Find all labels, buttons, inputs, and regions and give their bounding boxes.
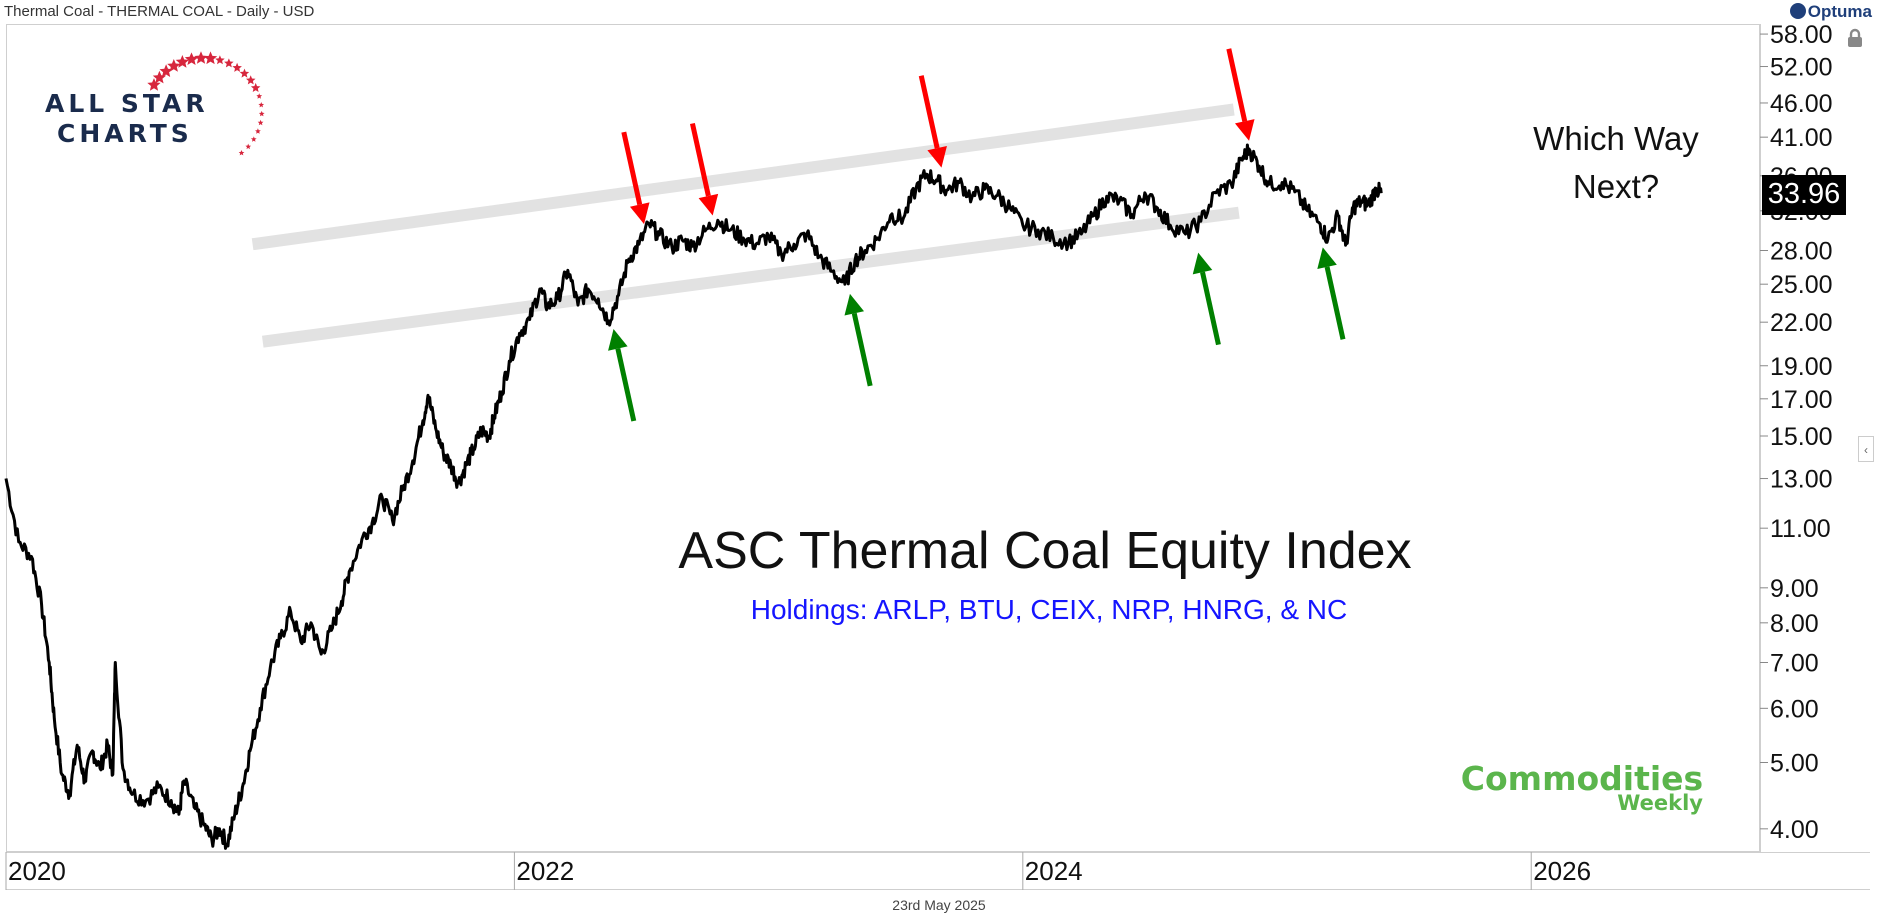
logo-stars <box>147 51 265 156</box>
chart-title: ASC Thermal Coal Equity Index <box>678 522 1411 580</box>
y-tick-label: 19.00 <box>1770 353 1833 381</box>
logo-line-2: CHARTS <box>57 119 193 148</box>
logo-star-icon <box>238 150 245 156</box>
y-tick-label: 22.00 <box>1770 309 1833 337</box>
chart-subtitle: Holdings: ARLP, BTU, CEIX, NRP, HNRG, & … <box>751 594 1348 625</box>
logo-star-icon <box>246 75 256 85</box>
chart-header: Thermal Coal - THERMAL COAL - Daily - US… <box>0 0 1878 24</box>
green-up-arrow <box>608 329 637 422</box>
last-price-box <box>1762 175 1846 215</box>
footer-date: 23rd May 2025 <box>892 897 986 913</box>
y-tick-label: 58.00 <box>1770 21 1833 49</box>
logo-star-icon <box>184 52 199 65</box>
y-tick-label: 13.00 <box>1770 466 1833 494</box>
watermark-title: Commodities <box>1461 759 1703 798</box>
logo-star-icon <box>257 119 264 126</box>
plot-area[interactable] <box>6 24 1760 852</box>
annotation-line-2: Next? <box>1573 168 1659 205</box>
logo-star-icon <box>167 59 181 72</box>
logo-star-icon <box>258 102 265 108</box>
annotation-line-1: Which Way <box>1533 120 1699 157</box>
logo-line-1: ALL STAR <box>45 89 209 118</box>
y-tick-label: 46.00 <box>1770 90 1833 118</box>
logo-star-icon <box>215 55 225 65</box>
watermark-subtitle: Weekly <box>1617 791 1703 815</box>
y-tick-label: 52.00 <box>1770 54 1833 82</box>
logo-star-icon <box>250 82 261 92</box>
x-axis-ticks: 2020 2022 2024 2026 <box>5 852 1591 890</box>
y-tick-label: 8.00 <box>1770 610 1819 638</box>
logo-star-icon <box>256 93 263 99</box>
price-series-line <box>4 143 1383 850</box>
red-down-arrow <box>690 122 719 216</box>
y-tick-label: 4.00 <box>1770 816 1819 844</box>
x-tick-label: 2022 <box>516 856 574 886</box>
logo-star-icon <box>245 143 252 150</box>
support-trendline <box>261 206 1240 348</box>
optuma-brand-label: Optuma <box>1807 2 1872 21</box>
logo-star-icon <box>258 110 265 117</box>
x-tick-label: 2020 <box>8 856 66 886</box>
optuma-brand: Optuma <box>1789 2 1872 22</box>
y-tick-label: 6.00 <box>1770 695 1819 723</box>
price-axis[interactable] <box>1760 24 1871 852</box>
logo-star-icon <box>175 55 189 68</box>
y-tick-label: 28.00 <box>1770 238 1833 266</box>
y-tick-label: 5.00 <box>1770 750 1819 778</box>
y-tick-label: 11.00 <box>1770 515 1831 543</box>
red-down-arrow <box>621 131 650 225</box>
logo-star-icon <box>147 78 161 91</box>
logo-star-icon <box>224 58 234 68</box>
last-price-marker: 33.96 <box>1762 175 1846 215</box>
resistance-trendline <box>251 103 1235 251</box>
y-tick-label: 9.00 <box>1770 575 1819 603</box>
last-price-value: 33.96 <box>1768 178 1841 210</box>
red-down-arrow <box>1226 48 1255 141</box>
lock-icon[interactable] <box>1846 28 1864 48</box>
y-tick-label: 7.00 <box>1770 650 1819 678</box>
logo-star-icon <box>232 62 242 72</box>
y-tick-label: 25.00 <box>1770 271 1833 299</box>
logo-star-icon <box>250 136 257 142</box>
logo-star-icon <box>255 128 261 134</box>
x-tick-label: 2026 <box>1533 856 1591 886</box>
collapse-panel-button[interactable]: ‹ <box>1858 436 1874 462</box>
logo-star-icon <box>194 51 208 64</box>
logo-star-icon <box>159 64 173 77</box>
y-axis-ticks: 4.00 5.00 6.00 7.00 8.00 9.00 11.00 13.00 15.00 1… <box>1760 21 1833 844</box>
green-up-arrow <box>1192 252 1221 346</box>
y-tick-label: 15.00 <box>1770 423 1833 451</box>
logo-star-icon <box>239 68 250 78</box>
x-tick-label: 2024 <box>1025 856 1083 886</box>
green-up-arrow <box>844 293 873 387</box>
y-tick-label: 17.00 <box>1770 386 1833 414</box>
logo-star-icon <box>203 51 218 65</box>
red-down-arrow <box>918 75 947 168</box>
logo-star-icon <box>152 70 167 84</box>
time-axis[interactable] <box>6 852 1870 890</box>
y-tick-label: 41.00 <box>1770 124 1833 152</box>
signal-arrows <box>608 48 1346 422</box>
green-up-arrow <box>1317 247 1346 340</box>
channel-lines <box>251 103 1240 348</box>
instrument-title: Thermal Coal - THERMAL COAL - Daily - US… <box>4 3 315 20</box>
optuma-logo-icon <box>1789 3 1806 19</box>
